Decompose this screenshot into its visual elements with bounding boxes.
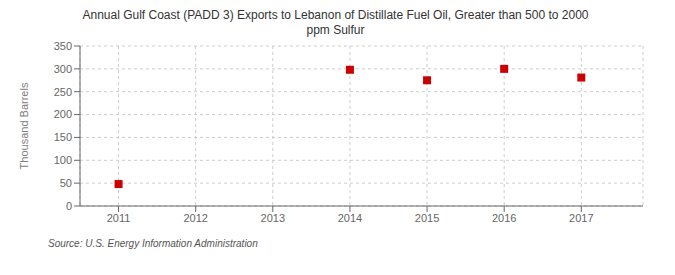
svg-text:2015: 2015 <box>415 212 439 224</box>
svg-text:0: 0 <box>66 200 72 212</box>
svg-text:250: 250 <box>54 86 72 98</box>
html-text:Annual Gulf Coast (PADD 3) Exp: Annual Gulf Coast (PADD 3) Exports to Le… <box>82 8 589 22</box>
svg-text:150: 150 <box>54 131 72 143</box>
svg-text:Thousand Barrels: Thousand Barrels <box>18 82 30 169</box>
svg-text:200: 200 <box>54 108 72 120</box>
svg-text:300: 300 <box>54 63 72 75</box>
html-text:ppm Sulfur: ppm Sulfur <box>306 23 365 37</box>
svg-text:2012: 2012 <box>183 212 207 224</box>
svg-text:2017: 2017 <box>569 212 593 224</box>
svg-text:2014: 2014 <box>338 212 362 224</box>
svg-text:2016: 2016 <box>492 212 516 224</box>
svg-text:2011: 2011 <box>107 212 131 224</box>
svg-text:2013: 2013 <box>261 212 285 224</box>
html-text:Source: U.S. Energy Informatio: Source: U.S. Energy Information Administ… <box>48 238 258 249</box>
svg-text:50: 50 <box>60 177 72 189</box>
svg-text:350: 350 <box>54 40 72 52</box>
svg-text:100: 100 <box>54 154 72 166</box>
